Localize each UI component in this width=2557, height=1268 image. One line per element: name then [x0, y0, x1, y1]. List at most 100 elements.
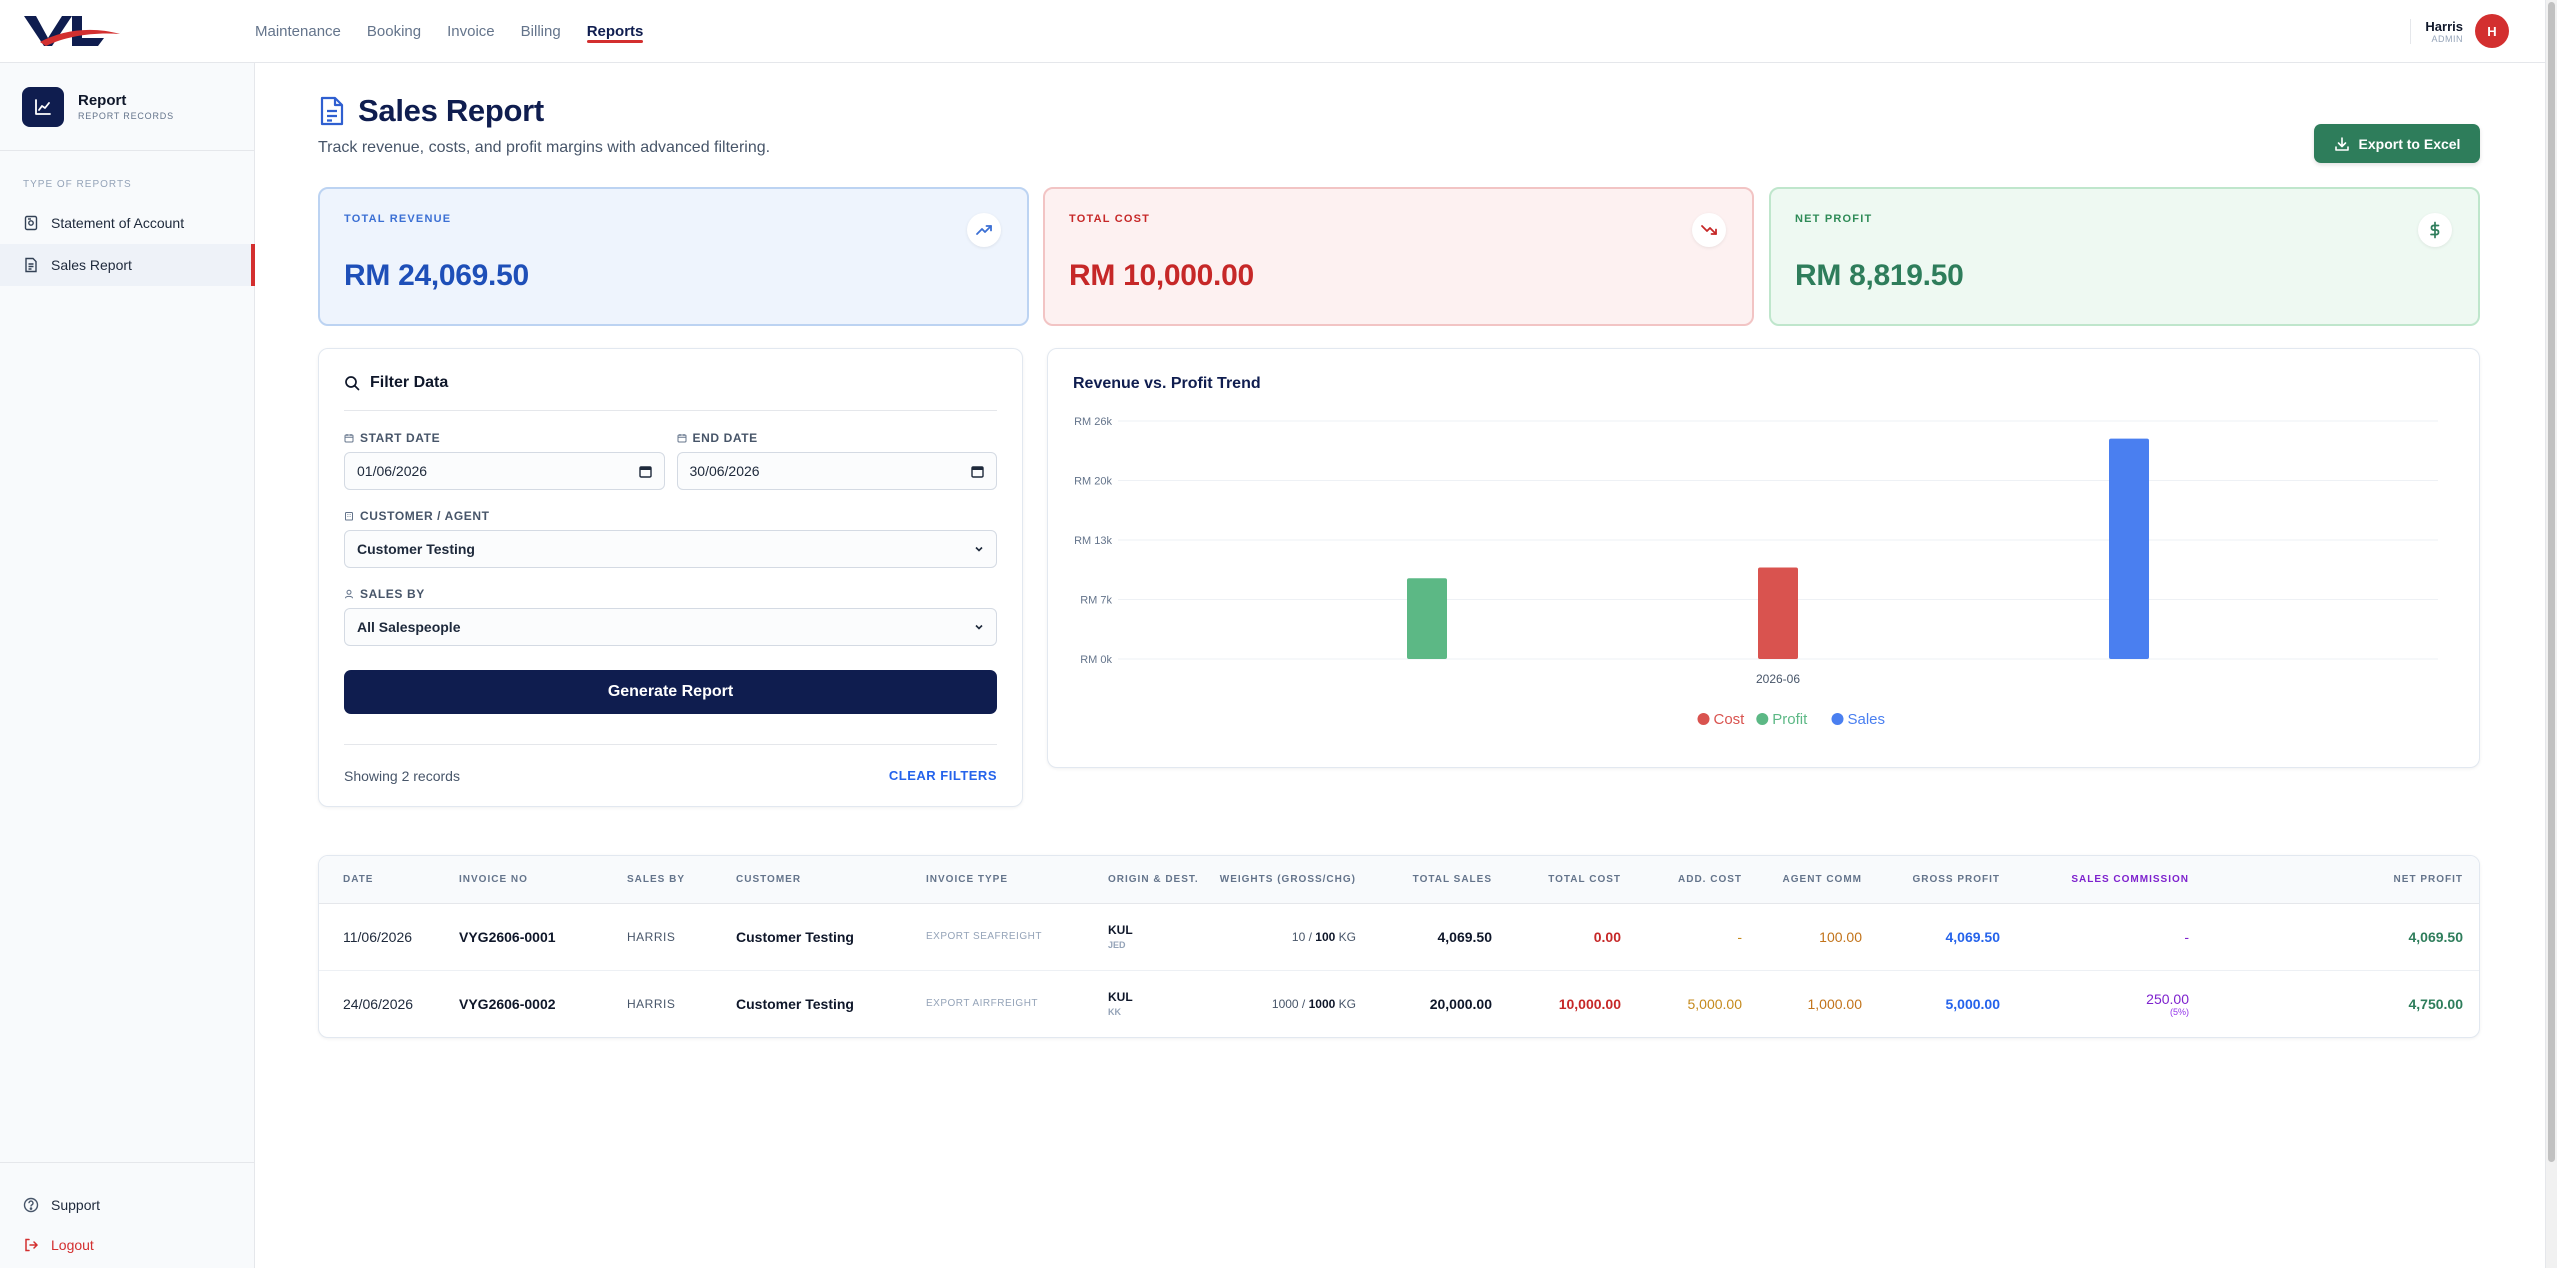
kpi-value: RM 24,069.50 — [344, 259, 529, 292]
table-row[interactable]: 24/06/2026 VYG2606-0002 HARRIS Customer … — [319, 970, 2479, 1037]
table-row[interactable]: 11/06/2026 VYG2606-0001 HARRIS Customer … — [319, 903, 2479, 970]
cell-date: 24/06/2026 — [343, 995, 414, 1012]
sidebar-item-label: Statement of Account — [51, 215, 185, 231]
kpi-label: NET PROFIT — [1795, 213, 1873, 225]
column-header: SALES BY — [627, 856, 736, 904]
sidebar-subtitle: REPORT RECORDS — [78, 111, 174, 121]
column-header: TOTAL COST — [1492, 856, 1621, 904]
calendar-picker-icon[interactable] — [638, 465, 652, 478]
legend-marker — [1831, 713, 1844, 725]
cell-sales-commission: - — [2000, 903, 2189, 970]
total-cost-card: TOTAL COST RM 10,000.00 — [1043, 187, 1754, 326]
weight-unit: KG — [1338, 929, 1356, 944]
column-header: DATE — [319, 856, 459, 904]
weight-gross: 1000 — [1271, 996, 1299, 1011]
nav-booking[interactable]: Booking — [366, 23, 422, 40]
user-info: Harris ADMIN — [2410, 18, 2463, 44]
dollar-icon — [2418, 213, 2452, 247]
column-header: GROSS PROFIT — [1862, 856, 2000, 904]
page-scrollbar[interactable] — [2545, 0, 2557, 1268]
trending-up-icon — [967, 213, 1001, 247]
sales-commission-value: - — [2184, 928, 2189, 945]
sales-table-card: DATE INVOICE NO SALES BY CUSTOMER INVOIC… — [318, 855, 2480, 1038]
cell-date: 11/06/2026 — [343, 928, 413, 945]
weight-chargeable: 100 — [1315, 929, 1336, 944]
kpi-value: RM 8,819.50 — [1795, 259, 1964, 292]
download-icon — [2334, 136, 2349, 151]
nav-billing[interactable]: Billing — [520, 23, 561, 40]
sidebar-item-logout[interactable]: Logout — [0, 1225, 254, 1265]
cell-total-sales: 4,069.50 — [1437, 928, 1493, 945]
origin: KUL — [1108, 923, 1133, 937]
cell-total-cost: 0.00 — [1593, 928, 1621, 945]
column-header: NET PROFIT — [2189, 856, 2479, 904]
calendar-picker-icon[interactable] — [971, 465, 984, 478]
cell-add-cost: - — [1737, 928, 1742, 945]
customer-agent-select[interactable]: Customer Testing — [344, 530, 997, 568]
y-tick-label: RM 7k — [1080, 595, 1112, 607]
column-header: INVOICE NO — [459, 856, 627, 904]
clear-filters-link[interactable]: CLEAR FILTERS — [888, 768, 997, 783]
y-tick-label: RM 26k — [1074, 416, 1112, 428]
kpi-label: TOTAL REVENUE — [344, 213, 452, 225]
start-date-field[interactable]: 01/06/2026 — [344, 452, 665, 490]
revenue-profit-chart: RM 0k RM 7k RM 13k RM 20k RM 26k 2026-06 Cost P… — [1074, 416, 2438, 728]
record-count: Showing 2 records — [344, 767, 460, 784]
cell-agent-comm: 100.00 — [1819, 928, 1862, 945]
customer-agent-group: CUSTOMER / AGENT Customer Testing — [344, 509, 997, 568]
column-header: INVOICE TYPE — [926, 856, 1108, 904]
bar-sales — [2109, 438, 2149, 659]
origin: KUL — [1108, 990, 1133, 1004]
chart-title: Revenue vs. Profit Trend — [1073, 375, 1261, 392]
cell-origin-dest: KUL JED — [1108, 903, 1218, 970]
generate-report-button[interactable]: Generate Report — [344, 670, 997, 714]
sales-commission-value: 250.00 — [2146, 990, 2189, 1007]
sidebar-title: Report — [78, 92, 127, 109]
statement-icon — [24, 215, 38, 231]
table-header-row: DATE INVOICE NO SALES BY CUSTOMER INVOIC… — [319, 856, 2479, 904]
search-icon — [345, 375, 360, 390]
end-date-field[interactable]: 30/06/2026 — [676, 452, 997, 490]
export-label: Export to Excel — [2358, 135, 2461, 152]
column-header: TOTAL SALES — [1356, 856, 1492, 904]
scrollbar-thumb[interactable] — [2548, 2, 2555, 1162]
main-nav: Maintenance Booking Invoice Billing Repo… — [255, 0, 669, 63]
sidebar-item-support[interactable]: Support — [0, 1185, 254, 1225]
column-header: SALES COMMISSION — [2000, 856, 2189, 904]
cell-net-profit: 4,750.00 — [2408, 995, 2464, 1012]
cell-gross-profit: 4,069.50 — [1945, 928, 2001, 945]
sidebar-item-label: Logout — [51, 1237, 94, 1253]
sidebar-item-statement-of-account[interactable]: Statement of Account — [0, 202, 254, 244]
kpi-value: RM 10,000.00 — [1069, 259, 1254, 292]
report-chart-icon — [22, 86, 64, 127]
cell-net-profit: 4,069.50 — [2408, 928, 2464, 945]
nav-maintenance[interactable]: Maintenance — [255, 23, 341, 40]
kpi-label: TOTAL COST — [1069, 213, 1151, 225]
cell-agent-comm: 1,000.00 — [1807, 995, 1863, 1012]
nav-reports[interactable]: Reports — [586, 0, 643, 63]
column-header: ADD. COST — [1621, 856, 1742, 904]
calendar-icon — [677, 434, 686, 443]
weight-chargeable: 1000 — [1308, 996, 1336, 1011]
cell-total-cost: 10,000.00 — [1558, 995, 1621, 1012]
destination: KK — [1108, 1007, 1121, 1017]
company-logo[interactable] — [22, 12, 122, 48]
calendar-icon — [344, 434, 354, 443]
legend-marker — [1697, 713, 1710, 725]
sales-by-select[interactable]: All Salespeople — [344, 608, 997, 646]
export-to-excel-button[interactable]: Export to Excel — [2314, 124, 2480, 163]
avatar[interactable]: H — [2475, 14, 2509, 48]
cell-sales-by: HARRIS — [627, 929, 676, 944]
sidebar-item-sales-report[interactable]: Sales Report — [0, 244, 255, 286]
page-title: Sales Report — [358, 93, 544, 128]
nav-invoice[interactable]: Invoice — [447, 23, 495, 40]
cell-customer: Customer Testing — [736, 995, 854, 1012]
report-document-icon — [320, 96, 344, 126]
weight-unit: KG — [1338, 996, 1356, 1011]
legend-label: Cost — [1714, 711, 1746, 728]
user-menu[interactable]: Harris ADMIN H — [2410, 14, 2509, 48]
cell-invoice-no[interactable]: VYG2606-0002 — [459, 995, 556, 1012]
cell-invoice-no[interactable]: VYG2606-0001 — [459, 928, 556, 945]
end-date-group: END DATE 30/06/2026 — [676, 431, 997, 490]
sales-commission-percent: (5%) — [2169, 1006, 2189, 1017]
